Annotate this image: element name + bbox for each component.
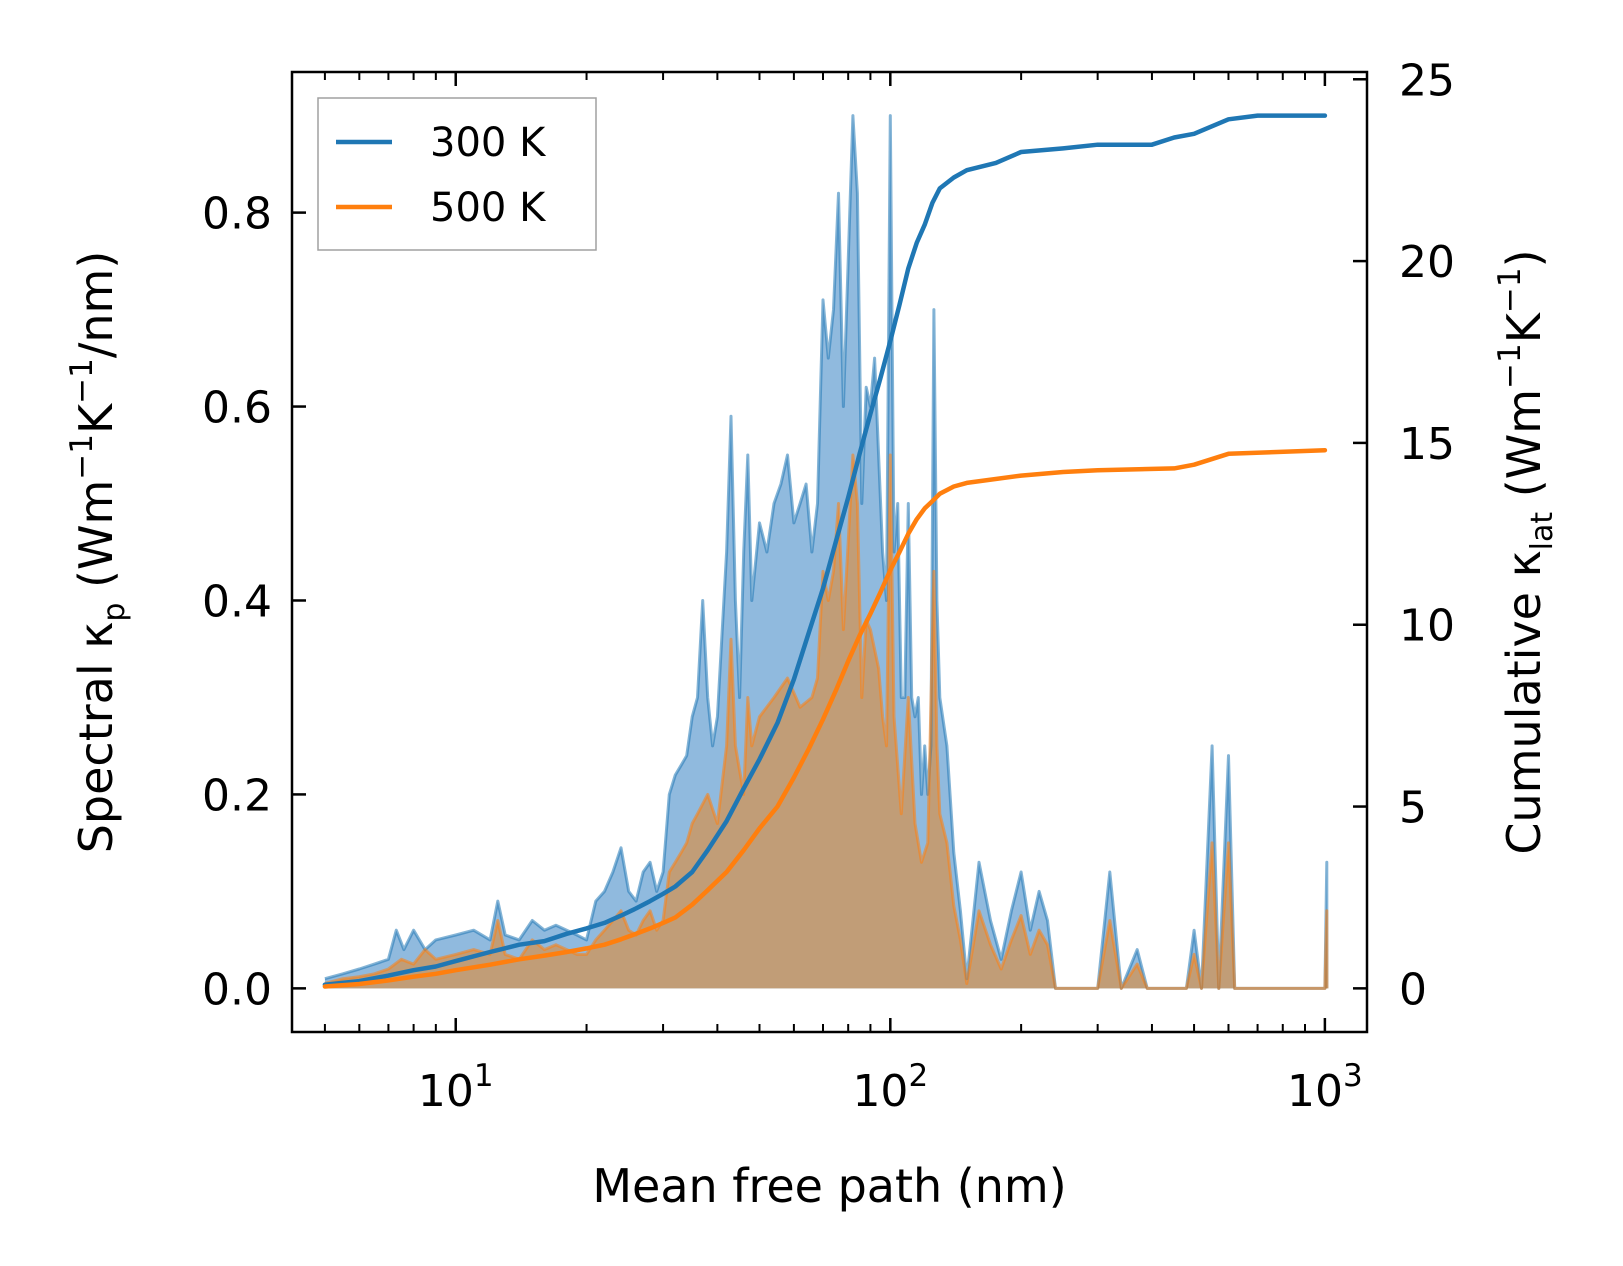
y-left-axis-label: Spectral κp (Wm−1K−1/nm)	[64, 251, 132, 854]
y-left-tick-label: 0.8	[202, 189, 272, 240]
plot-frame	[290, 70, 1369, 1034]
plot-area	[322, 113, 1329, 990]
y-right-tick-label: 0	[1399, 964, 1427, 1015]
legend: 300 K 500 K	[317, 97, 597, 251]
y-right-tick-label: 5	[1399, 783, 1427, 834]
spectral-area-300k	[324, 115, 1327, 989]
y-right-tick-label: 20	[1399, 237, 1455, 288]
legend-box	[317, 97, 597, 251]
axes: 101 102 103 0.0 0.2 0.4 0.6 0.8 0 5 10 15 20 25 Mean f…	[64, 55, 1560, 1213]
spectral-area-500k	[324, 455, 1327, 989]
legend-label-500k: 500 K	[430, 185, 547, 231]
plot-inner	[322, 113, 1329, 990]
spectral-line-300k	[324, 114, 1329, 990]
x-tick-label: 101	[418, 1058, 494, 1117]
y-left-tick-label: 0.0	[202, 964, 272, 1015]
y-right-tick-label: 25	[1399, 55, 1455, 106]
y-right-tick-label: 10	[1399, 601, 1455, 652]
y-right-axis-label: Cumulative κlat (Wm−1K−1)	[1492, 249, 1560, 854]
x-tick-label: 102	[852, 1058, 928, 1117]
y-left-tick-label: 0.6	[202, 383, 272, 434]
x-tick-label: 103	[1287, 1058, 1363, 1117]
y-right-tick-label: 15	[1399, 419, 1455, 470]
y-left-tick-label: 0.2	[202, 770, 272, 821]
legend-label-300k: 300 K	[430, 120, 547, 166]
x-axis-label: Mean free path (nm)	[592, 1159, 1066, 1213]
cumulative-line-300k	[322, 113, 1328, 987]
cumulative-line-500k	[322, 447, 1328, 989]
y-left-tick-label: 0.4	[202, 576, 272, 627]
